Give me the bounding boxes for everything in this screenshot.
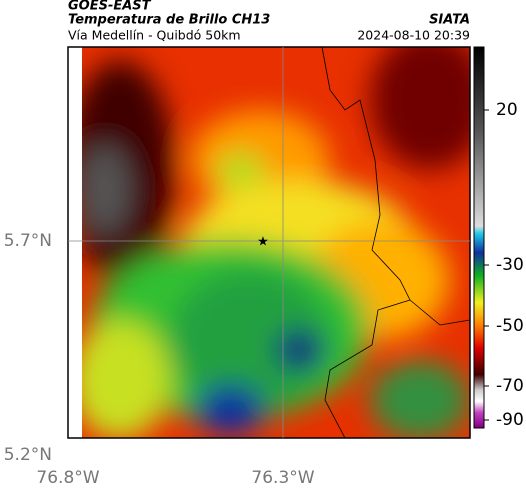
source: SIATA (429, 13, 470, 28)
colorbar-tick-label: -90 (496, 410, 524, 430)
colorbar (473, 46, 485, 429)
colorbar-tick-label: -50 (496, 316, 524, 336)
datetime: 2024-08-10 20:39 (357, 28, 470, 43)
map-frame (67, 46, 471, 439)
location: Vía Medellín - Quibdó 50km (68, 28, 241, 43)
brightness-field (82, 47, 470, 438)
title: GOES-EAST (68, 0, 152, 14)
y-tick-label: 5.2°N (4, 445, 52, 465)
x-tick-label: 76.8°W (36, 468, 99, 488)
colorbar-tick-label: -30 (496, 255, 524, 275)
colorbar-tick-label: -70 (496, 376, 524, 396)
colorbar-tick-label: 20 (496, 100, 518, 120)
y-tick-label: 5.7°N (4, 231, 52, 251)
subtitle: Temperatura de Brillo CH13 (68, 13, 270, 28)
x-tick-label: 76.3°W (251, 468, 314, 488)
city-marker: ★ (257, 235, 269, 250)
